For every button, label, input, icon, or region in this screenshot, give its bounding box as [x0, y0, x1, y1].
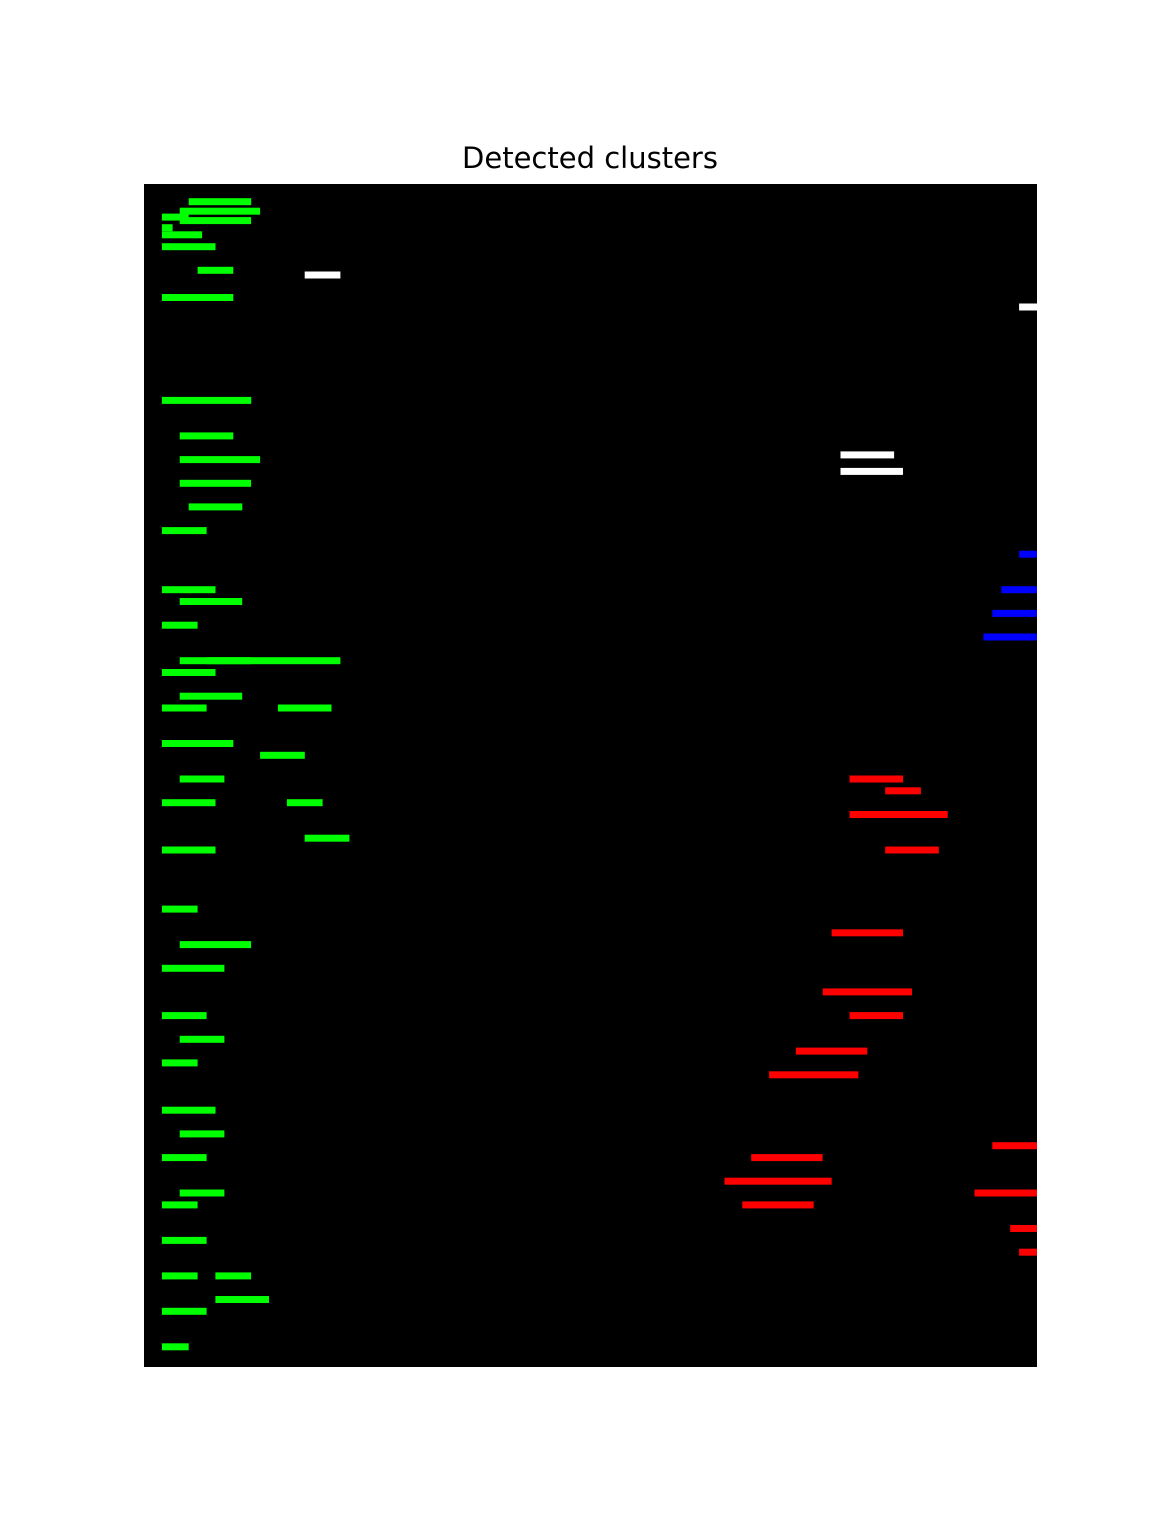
- cluster-2-region-4: [831, 929, 903, 937]
- cluster-0-region-38: [179, 941, 252, 949]
- cluster-2-region-12: [992, 1142, 1037, 1150]
- cluster-0-region-4: [179, 217, 252, 225]
- cluster-2-region-15: [1019, 1248, 1037, 1256]
- cluster-0-region-5: [161, 243, 216, 251]
- cluster-0-region-6: [161, 396, 252, 404]
- cluster-3-region-2: [840, 467, 903, 475]
- cluster-0-region-9: [161, 586, 216, 594]
- cluster-0-region-18: [161, 1012, 207, 1020]
- cluster-0-region-40: [179, 1130, 225, 1138]
- cluster-0-region-36: [179, 740, 234, 747]
- cluster-0-region-15: [161, 846, 216, 854]
- cluster-2-region-2: [849, 811, 948, 818]
- cluster-2-region-3: [885, 846, 939, 854]
- cluster-0-region-14: [161, 799, 216, 807]
- cluster-1-region-0: [1019, 550, 1037, 558]
- cluster-0-region-37: [179, 775, 225, 783]
- cluster-0-region-41: [179, 1189, 225, 1197]
- cluster-0-region-11: [161, 669, 216, 676]
- cluster-0-region-45: [277, 704, 332, 712]
- cluster-1-region-3: [983, 633, 1037, 641]
- cluster-0-region-26: [161, 1343, 189, 1351]
- cluster-0-region-32: [188, 503, 243, 511]
- cluster-0-region-46: [260, 751, 305, 759]
- cluster-0-region-29: [179, 432, 234, 440]
- cluster-0-region-31: [179, 479, 252, 487]
- chart-title: Detected clusters: [462, 141, 718, 175]
- cluster-2-region-14: [1010, 1225, 1037, 1232]
- cluster-0-region-21: [161, 1154, 207, 1162]
- cluster-0-region-2: [161, 231, 203, 239]
- cluster-0-region-8: [161, 527, 207, 535]
- cluster-1-region-2: [992, 609, 1037, 617]
- cluster-0-region-22: [161, 1201, 198, 1209]
- cluster-0-region-30: [179, 456, 261, 464]
- cluster-0-region-25: [161, 1307, 207, 1315]
- cluster-0-region-12: [161, 704, 207, 712]
- cluster-3-region-3: [1019, 303, 1037, 311]
- cluster-2-region-9: [751, 1154, 823, 1162]
- cluster-0-region-28: [161, 294, 234, 301]
- cluster-2-region-7: [795, 1047, 868, 1055]
- cluster-0-region-16: [161, 905, 198, 913]
- cluster-0-region-3: [179, 207, 261, 215]
- cluster-0-region-33: [179, 598, 243, 605]
- cluster-0-region-43: [215, 1296, 269, 1303]
- cluster-2-region-8: [769, 1071, 859, 1079]
- cluster-0-region-48: [304, 834, 350, 842]
- cluster-0-region-0: [161, 224, 173, 232]
- cluster-3-region-1: [840, 451, 895, 459]
- cluster-3-region-0: [304, 271, 341, 279]
- cluster-0-region-47: [286, 799, 323, 807]
- cluster-2-region-11: [742, 1201, 814, 1209]
- cluster-2-region-1: [885, 787, 921, 795]
- cluster-0-region-35: [179, 692, 243, 700]
- cluster-2-region-0: [849, 775, 904, 783]
- cluster-0-region-27: [197, 266, 234, 274]
- cluster-0-region-24: [161, 1272, 198, 1280]
- cluster-0-region-23: [161, 1236, 207, 1244]
- cluster-1-region-1: [1001, 586, 1037, 594]
- cluster-0-region-7: [188, 198, 252, 206]
- cluster-0-region-1: [161, 213, 189, 221]
- cluster-0-region-10: [161, 621, 198, 629]
- cluster-0-region-39: [179, 1035, 225, 1043]
- cluster-0-region-44: [206, 657, 341, 665]
- cluster-2-region-13: [974, 1189, 1037, 1197]
- cluster-0-region-20: [161, 1106, 216, 1114]
- cluster-marks: [161, 198, 1037, 1351]
- cluster-2-region-10: [724, 1177, 832, 1185]
- cluster-0-region-17: [161, 964, 225, 972]
- cluster-2-region-6: [849, 1012, 904, 1020]
- cluster-0-region-19: [161, 1059, 198, 1067]
- cluster-2-region-5: [822, 988, 912, 996]
- cluster-0-region-42: [215, 1272, 252, 1280]
